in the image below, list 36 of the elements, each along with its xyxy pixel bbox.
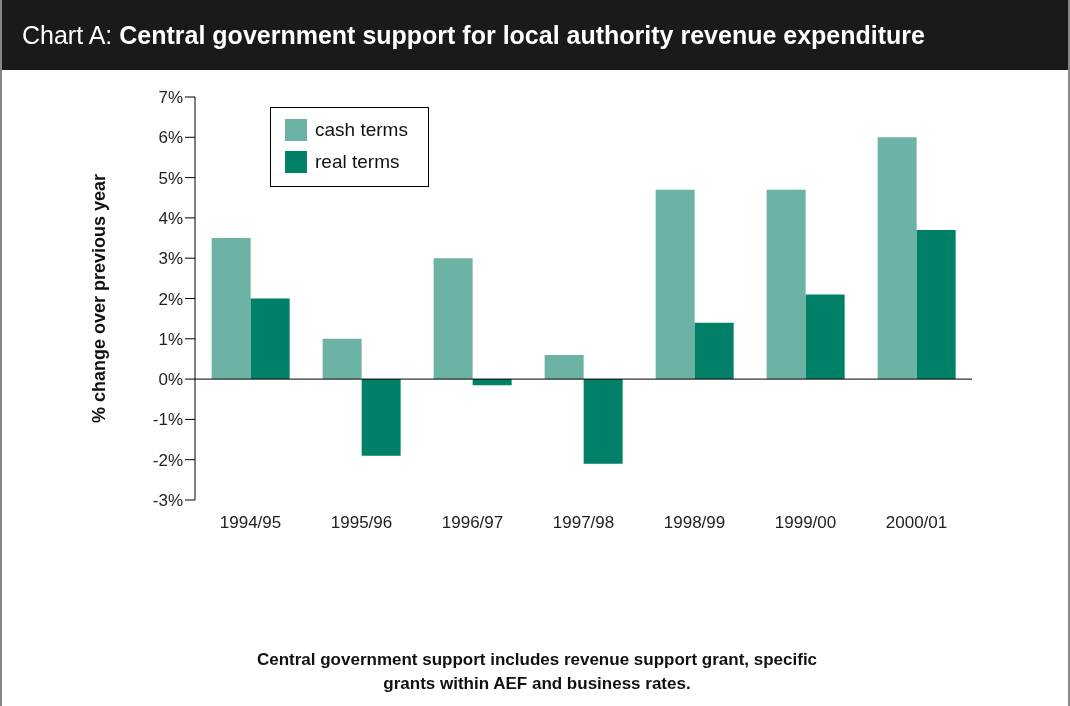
y-tick-label: 6%: [158, 128, 183, 148]
bar: [544, 354, 584, 380]
y-tick-label: 0%: [158, 370, 183, 390]
y-tick-label: 5%: [158, 168, 183, 188]
bar: [766, 189, 806, 380]
legend-label: real terms: [314, 150, 401, 174]
bar: [805, 294, 845, 380]
x-tick-label: 1999/00: [774, 513, 837, 533]
bar: [433, 258, 473, 380]
chart-title: Chart A: Central government support for local authority revenue expenditure: [22, 21, 925, 49]
bar: [211, 238, 251, 380]
y-tick-label: 2%: [158, 289, 183, 309]
bar: [583, 379, 623, 464]
y-tick-label: -3%: [152, 491, 183, 511]
legend-label: cash terms: [314, 118, 408, 142]
y-tick-label: -2%: [152, 450, 183, 470]
bar: [361, 379, 401, 456]
y-tick-label: -1%: [152, 410, 183, 430]
bar: [916, 229, 956, 380]
x-tick-label: 1998/99: [663, 513, 726, 533]
text: Central government support includes revenue support grant, specific grants within AEF and business rates.: [255, 649, 819, 695]
y-tick-label: 4%: [158, 208, 183, 228]
bar: [322, 338, 362, 380]
x-tick-label: 1995/96: [330, 513, 393, 533]
x-tick-label: 1997/98: [552, 513, 615, 533]
y-tick-label: 3%: [158, 249, 183, 269]
y-axis-title: % change over previous year: [89, 173, 110, 424]
y-tick-label: 1%: [158, 329, 183, 349]
x-tick-label: 1994/95: [219, 513, 282, 533]
y-tick-label: 7%: [158, 88, 183, 108]
bar: [694, 322, 734, 380]
bar: [655, 189, 695, 380]
x-tick-label: 2000/01: [885, 513, 948, 533]
x-tick-label: 1996/97: [441, 513, 504, 533]
bar: [250, 298, 290, 380]
bar: [877, 137, 917, 380]
